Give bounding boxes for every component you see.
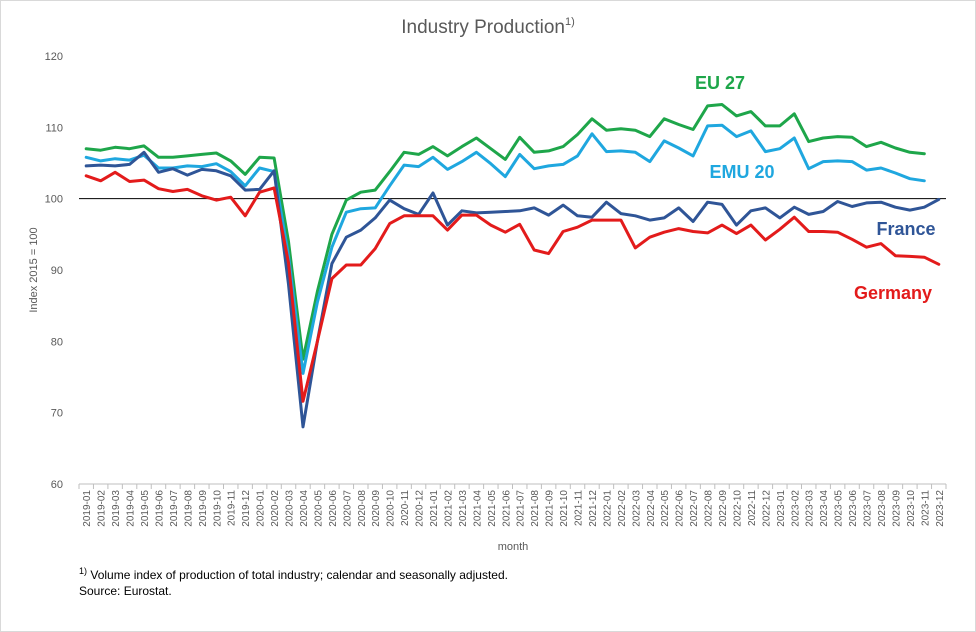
x-tick-label: 2023-08 [877,490,888,527]
x-tick-label: 2020-12 [415,490,426,527]
x-tick-label: 2020-10 [386,490,397,527]
x-tick-label: 2020-02 [270,490,281,527]
series-label-eu27: EU 27 [695,73,745,93]
series-line-germany [84,170,941,403]
y-tick-label: 90 [51,265,63,277]
x-tick-label: 2022-06 [675,490,686,527]
x-tick-label: 2020-09 [371,490,382,527]
y-tick-label: 60 [51,479,63,491]
x-tick-label: 2023-11 [920,490,931,526]
x-tick-label: 2023-01 [776,490,787,527]
x-tick-label: 2022-12 [761,490,772,527]
x-tick-label: 2020-05 [313,490,324,527]
chart-title-text: Industry Production [401,17,565,38]
x-tick-label: 2019-10 [212,490,223,527]
footnote-source: Source: Eurostat. [79,584,172,598]
x-tick-label: 2021-06 [501,490,512,527]
x-tick-label: 2020-08 [357,490,368,527]
chart-title: Industry Production1) [401,16,574,38]
x-tick-label: 2023-09 [891,490,902,527]
x-tick-label: 2023-02 [790,490,801,527]
x-tick-label: 2020-06 [328,490,339,527]
y-tick-label: 70 [51,408,63,420]
series-group [84,103,941,429]
x-tick-label: 2019-11 [227,490,238,526]
x-tick-label: 2023-07 [863,490,874,527]
x-tick-label: 2021-02 [443,490,454,527]
chart-title-superscript: 1) [565,16,575,28]
x-tick-label: 2022-11 [747,490,758,526]
y-axis-label: Index 2015 = 100 [28,227,40,312]
x-tick-label: 2019-05 [140,490,151,527]
footnote-line-1: 1) Volume index of production of total i… [79,566,508,582]
x-tick-label: 2019-02 [97,490,108,527]
x-tick-label: 2020-11 [400,490,411,526]
x-tick-label: 2021-10 [559,490,570,527]
x-tick-label: 2019-01 [82,490,93,527]
x-tick-label: 2019-07 [169,490,180,527]
x-tick-label: 2019-12 [241,490,252,527]
x-tick-label: 2020-01 [256,490,267,527]
x-tick-label: 2023-05 [834,490,845,527]
footnote-text: Volume index of production of total indu… [90,568,508,582]
y-tick-label: 120 [45,51,63,63]
y-tick-label: 80 [51,336,63,348]
x-tick-label: 2019-04 [126,490,137,527]
x-tick-label: 2020-03 [285,490,296,527]
x-tick-label: 2021-05 [487,490,498,527]
y-axis: 60 70 80 90 100 110 120 [45,51,63,491]
x-tick-label: 2022-10 [732,490,743,527]
x-tick-label: 2022-04 [646,490,657,527]
x-tick-label: 2022-01 [602,490,613,527]
footnote-marker: 1) [79,566,88,576]
x-tick-label: 2021-01 [429,490,440,527]
x-tick-label: 2022-03 [631,490,642,527]
x-tick-label: 2019-09 [198,490,209,527]
x-tick-label: 2022-02 [617,490,628,527]
x-tick-label: 2022-08 [704,490,715,527]
x-tick-label: 2023-04 [819,490,830,527]
x-tick-label: 2021-04 [472,490,483,527]
x-tick-label: 2021-03 [458,490,469,527]
x-tick-label: 2021-09 [545,490,556,527]
series-label-germany: Germany [854,283,932,303]
y-tick-label: 110 [45,122,63,134]
x-tick-label: 2023-10 [906,490,917,527]
x-tick-label: 2020-07 [342,490,353,527]
x-tick-label: 2023-12 [935,490,946,527]
series-line-eu27 [84,103,926,361]
x-tick-label: 2022-07 [689,490,700,527]
x-tick-label: 2021-12 [588,490,599,527]
x-tick-label: 2023-03 [805,490,816,527]
x-axis-label: month [498,541,529,553]
x-tick-label: 2019-03 [111,490,122,527]
series-line-emu20 [84,123,926,375]
y-tick-label: 100 [45,194,63,206]
series-label-emu20: EMU 20 [709,162,774,182]
series-label-france: France [876,219,935,239]
x-tick-label: 2022-05 [660,490,671,527]
x-tick-label: 2021-08 [530,490,541,527]
x-tick-label: 2021-07 [516,490,527,527]
x-tick-label: 2020-04 [299,490,310,527]
x-tick-label: 2019-06 [154,490,165,527]
x-axis: 2019-01 2019-02 2019-03 2019-04 2019-05 2019-… [78,483,947,527]
x-tick-label: 2023-06 [848,490,859,527]
x-tick-label: 2019-08 [183,490,194,527]
series-line-france [84,150,941,429]
x-tick-label: 2021-11 [574,490,585,526]
x-tick-label: 2022-09 [718,490,729,527]
